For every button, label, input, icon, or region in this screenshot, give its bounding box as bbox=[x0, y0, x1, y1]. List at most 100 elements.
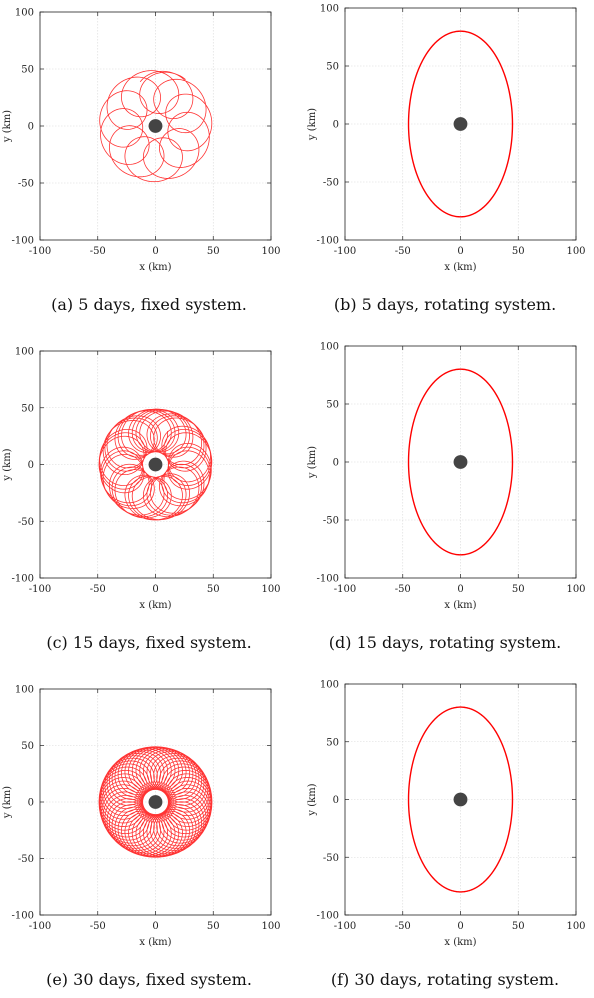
y-tick-label: 50 bbox=[326, 62, 339, 73]
central-body-marker bbox=[148, 795, 163, 809]
panel-e: -100 -50 0 50 100 -100 -50 0 50 100 x (km) y (km) bbox=[0, 681, 291, 949]
y-tick-label: 50 bbox=[21, 403, 34, 414]
series-ellipse-0 bbox=[407, 368, 514, 556]
caption-e-text: 30 days, fixed system. bbox=[73, 970, 252, 989]
y-tick-label: -100 bbox=[317, 574, 339, 585]
x-tick-label: 0 bbox=[457, 246, 463, 257]
central-body-marker bbox=[453, 455, 468, 469]
x-tick-label: 0 bbox=[152, 921, 158, 932]
caption-e: (e) 30 days, fixed system. bbox=[4, 970, 294, 989]
x-axis-label: x (km) bbox=[444, 600, 476, 611]
x-tick-label: -50 bbox=[395, 584, 411, 595]
caption-a-tag: (a) bbox=[51, 295, 74, 314]
y-tick-label: -100 bbox=[12, 911, 34, 922]
y-tick-label: -100 bbox=[12, 574, 34, 585]
caption-a: (a) 5 days, fixed system. bbox=[4, 295, 294, 314]
y-tick-label: 50 bbox=[326, 400, 339, 411]
panel-d: -100 -50 0 50 100 -100 -50 0 50 100 x (km) y (km) bbox=[305, 338, 594, 612]
panel-a: -100 -50 0 50 100 -100 -50 0 50 100 x (km) y (km) bbox=[0, 4, 291, 274]
central-body-marker bbox=[148, 119, 163, 133]
x-tick-label: -50 bbox=[395, 921, 411, 932]
plot-e: -100 -50 0 50 100 -100 -50 0 50 100 x (km) y (km) bbox=[2, 685, 281, 949]
y-axis-label: y (km) bbox=[307, 446, 318, 479]
x-tick-label: 100 bbox=[566, 246, 585, 257]
x-tick-label: -50 bbox=[395, 246, 411, 257]
x-tick-label: 100 bbox=[261, 246, 280, 257]
y-tick-label: 0 bbox=[28, 460, 34, 471]
x-tick-label: -100 bbox=[29, 246, 51, 257]
y-tick-label: 50 bbox=[326, 737, 339, 748]
panel-f: -100 -50 0 50 100 -100 -50 0 50 100 x (km) y (km) bbox=[305, 676, 594, 949]
y-tick-label: -100 bbox=[317, 911, 339, 922]
plot-c: -100 -50 0 50 100 -100 -50 0 50 100 x (km) y (km) bbox=[2, 347, 281, 612]
x-tick-label: 50 bbox=[512, 921, 525, 932]
x-tick-label: -100 bbox=[29, 584, 51, 595]
caption-d-text: 15 days, rotating system. bbox=[356, 633, 562, 652]
caption-f-tag: (f) bbox=[330, 970, 350, 989]
y-axis-label: y (km) bbox=[2, 448, 13, 481]
x-axis-label: x (km) bbox=[139, 262, 171, 273]
y-tick-label: -50 bbox=[18, 179, 34, 190]
y-axis-label: y (km) bbox=[2, 110, 13, 143]
series-epicycle-0 bbox=[98, 408, 213, 521]
y-tick-label: 100 bbox=[320, 680, 339, 691]
x-tick-label: -50 bbox=[90, 584, 106, 595]
caption-b-text: 5 days, rotating system. bbox=[361, 295, 557, 314]
x-axis-label: x (km) bbox=[139, 600, 171, 611]
caption-a-text: 5 days, fixed system. bbox=[78, 295, 247, 314]
x-tick-label: 100 bbox=[261, 584, 280, 595]
y-tick-label: 0 bbox=[28, 122, 34, 133]
y-axis-label: y (km) bbox=[2, 786, 13, 819]
y-tick-label: -100 bbox=[12, 236, 34, 247]
x-tick-label: -100 bbox=[334, 921, 356, 932]
y-tick-label: -50 bbox=[323, 853, 339, 864]
y-tick-label: 100 bbox=[320, 4, 339, 15]
series-epicycle-0 bbox=[99, 70, 213, 183]
y-tick-label: 100 bbox=[320, 342, 339, 353]
x-tick-label: 50 bbox=[512, 246, 525, 257]
y-tick-label: 50 bbox=[21, 65, 34, 76]
y-tick-label: 50 bbox=[21, 741, 34, 752]
x-tick-label: 0 bbox=[152, 584, 158, 595]
caption-f: (f) 30 days, rotating system. bbox=[300, 970, 590, 989]
caption-d-tag: (d) bbox=[328, 633, 352, 652]
x-tick-label: 0 bbox=[457, 921, 463, 932]
x-tick-label: 50 bbox=[207, 584, 220, 595]
x-tick-label: 50 bbox=[207, 246, 220, 257]
x-tick-label: -50 bbox=[90, 246, 106, 257]
caption-c-text: 15 days, fixed system. bbox=[72, 633, 252, 652]
y-tick-label: 100 bbox=[15, 347, 34, 358]
x-tick-label: -100 bbox=[334, 246, 356, 257]
y-tick-label: -50 bbox=[18, 854, 34, 865]
caption-c-tag: (c) bbox=[46, 633, 68, 652]
plot-f: -100 -50 0 50 100 -100 -50 0 50 100 x (km) y (km) bbox=[307, 680, 586, 949]
x-tick-label: 0 bbox=[457, 584, 463, 595]
caption-b-tag: (b) bbox=[333, 295, 357, 314]
x-tick-label: -50 bbox=[90, 921, 106, 932]
x-axis-label: x (km) bbox=[139, 937, 171, 948]
y-tick-label: -50 bbox=[323, 178, 339, 189]
panel-c: -100 -50 0 50 100 -100 -50 0 50 100 x (km) y (km) bbox=[0, 343, 291, 612]
y-axis-label: y (km) bbox=[307, 783, 318, 816]
panel-b: -100 -50 0 50 100 -100 -50 0 50 100 x (km) y (km) bbox=[305, 0, 594, 274]
caption-e-tag: (e) bbox=[46, 970, 69, 989]
central-body-marker bbox=[148, 457, 163, 472]
x-axis-label: x (km) bbox=[444, 937, 476, 948]
plot-d: -100 -50 0 50 100 -100 -50 0 50 100 x (km) y (km) bbox=[307, 342, 586, 612]
y-tick-label: 0 bbox=[333, 458, 339, 469]
y-tick-label: 0 bbox=[28, 798, 34, 809]
y-axis-label: y (km) bbox=[307, 108, 318, 141]
x-tick-label: -100 bbox=[334, 584, 356, 595]
y-tick-label: -50 bbox=[18, 517, 34, 528]
central-body-marker bbox=[453, 792, 468, 807]
x-tick-label: 50 bbox=[207, 921, 220, 932]
y-tick-label: 0 bbox=[333, 120, 339, 131]
x-tick-label: 0 bbox=[152, 246, 158, 257]
central-body-marker bbox=[453, 117, 468, 131]
y-tick-label: 0 bbox=[333, 795, 339, 806]
x-tick-label: 100 bbox=[566, 921, 585, 932]
caption-d: (d) 15 days, rotating system. bbox=[300, 633, 590, 652]
caption-b: (b) 5 days, rotating system. bbox=[300, 295, 590, 314]
caption-f-text: 30 days, rotating system. bbox=[354, 970, 560, 989]
